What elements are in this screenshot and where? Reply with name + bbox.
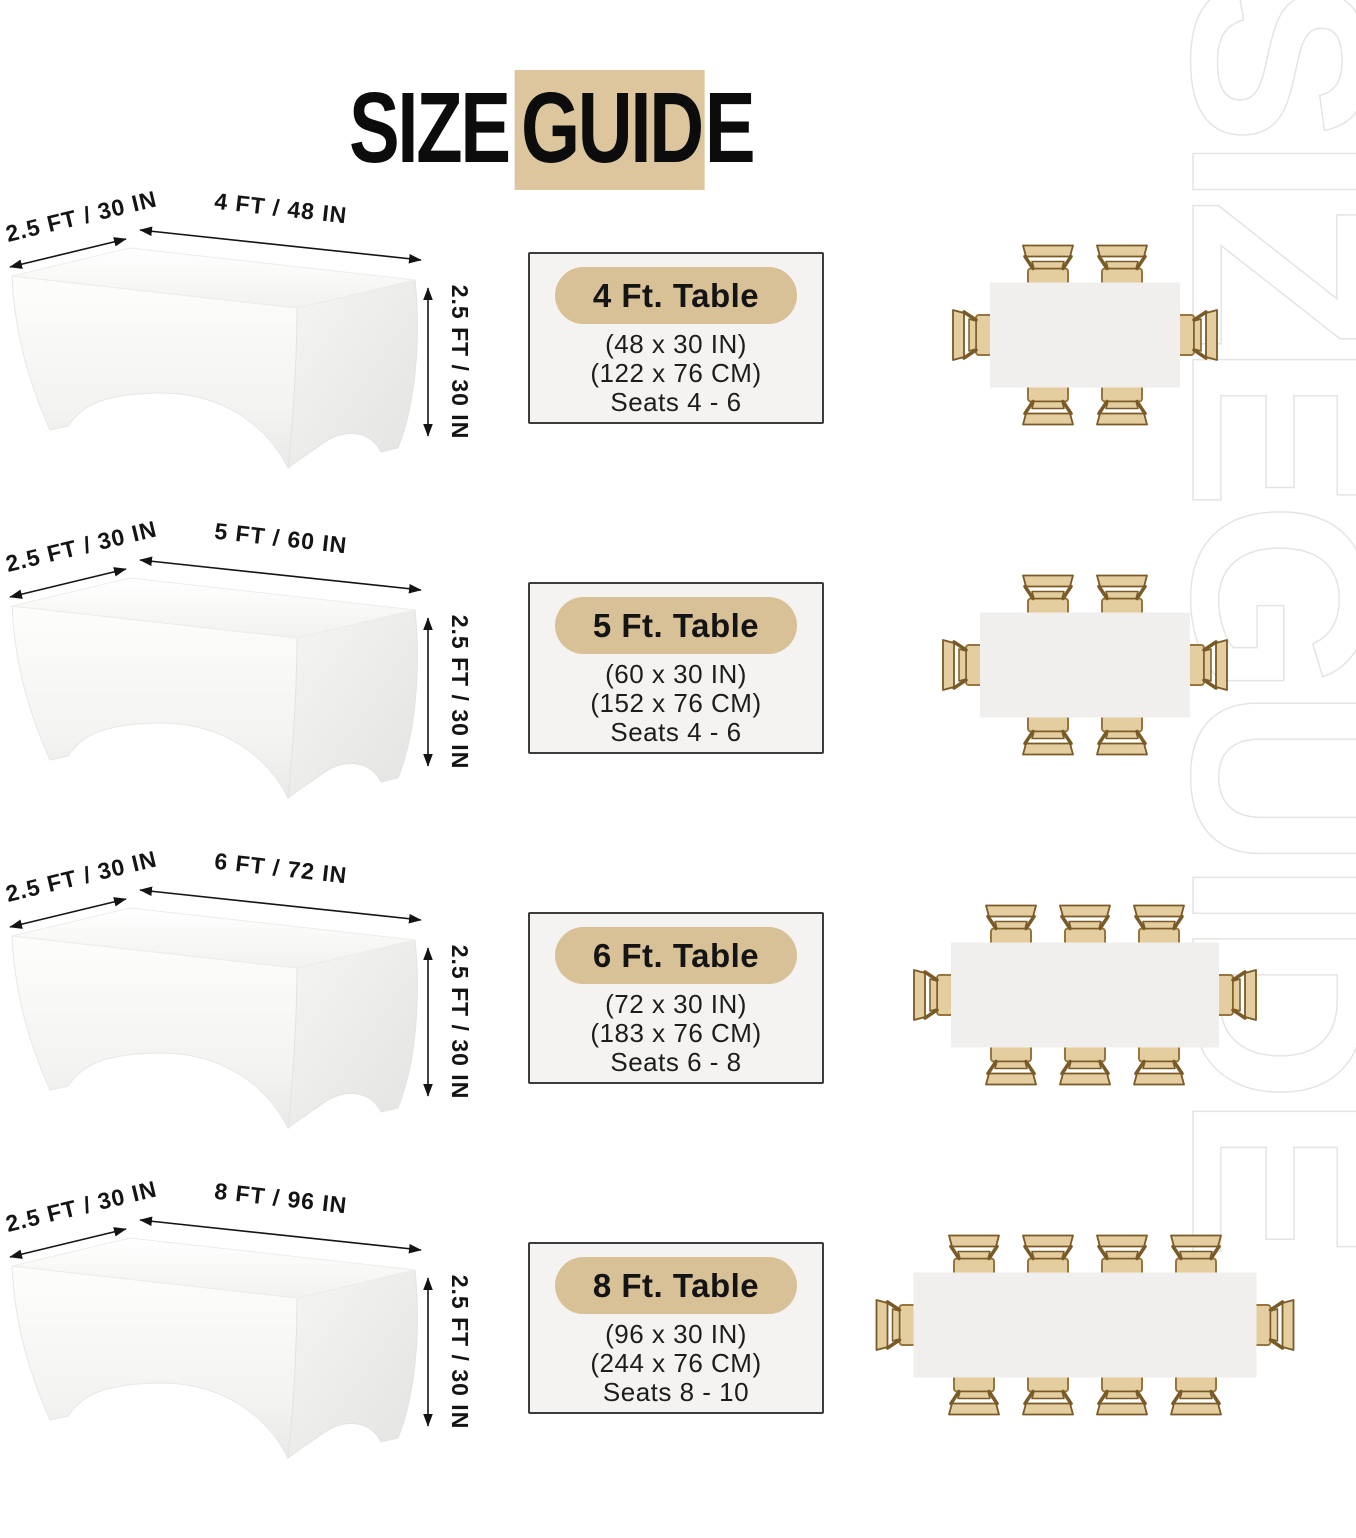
size-row-5ft: 2.5 FT / 30 IN 5 FT / 60 IN 2.5 FT / 30 … [0, 520, 1356, 810]
seats-capacity: Seats 8 - 10 [602, 1377, 750, 1407]
table-top-view [913, 1272, 1257, 1378]
dim-label-height: 2.5 FT / 30 IN [447, 615, 470, 770]
dimensions-inches: (48 x 30 IN) [605, 329, 747, 359]
seating-diagram [870, 570, 1300, 760]
size-row-8ft: 2.5 FT / 30 IN 8 FT / 96 IN 2.5 FT / 30 … [0, 1180, 1356, 1470]
table-top-view [951, 942, 1219, 1048]
dim-label-length: 5 FT / 60 IN [213, 520, 349, 558]
dimensions-inches: (60 x 30 IN) [605, 659, 747, 689]
seating-diagram [870, 1230, 1300, 1420]
dimensions-cm: (183 x 76 CM) [590, 1018, 762, 1048]
table-illustration: 2.5 FT / 30 IN 4 FT / 48 IN 2.5 FT / 30 … [0, 190, 470, 480]
seating-diagram [870, 240, 1300, 430]
dim-label-height: 2.5 FT / 30 IN [447, 1275, 470, 1430]
dim-label-depth: 2.5 FT / 30 IN [3, 1180, 159, 1237]
table-top-view [990, 282, 1180, 388]
dimensions-cm: (152 x 76 CM) [590, 688, 762, 718]
dim-label-depth: 2.5 FT / 30 IN [3, 850, 159, 907]
dim-label-length: 6 FT / 72 IN [213, 850, 349, 888]
info-card: 5 Ft. Table (60 x 30 IN) (152 x 76 CM) S… [528, 582, 824, 754]
size-pill: 5 Ft. Table [555, 597, 797, 654]
size-pill: 4 Ft. Table [555, 267, 797, 324]
dim-label-length: 8 FT / 96 IN [213, 1180, 349, 1218]
dimensions-inches: (96 x 30 IN) [605, 1319, 747, 1349]
dim-label-length: 4 FT / 48 IN [213, 190, 349, 228]
dimensions-cm: (122 x 76 CM) [590, 358, 762, 388]
table-illustration: 2.5 FT / 30 IN 5 FT / 60 IN 2.5 FT / 30 … [0, 520, 470, 810]
page-title-tail: E [704, 72, 756, 184]
seats-capacity: Seats 4 - 6 [610, 387, 742, 417]
dimensions-inches: (72 x 30 IN) [605, 989, 747, 1019]
size-pill: 8 Ft. Table [555, 1257, 797, 1314]
dimensions-cm: (244 x 76 CM) [590, 1348, 762, 1378]
dim-label-depth: 2.5 FT / 30 IN [3, 520, 159, 577]
info-card: 8 Ft. Table (96 x 30 IN) (244 x 76 CM) S… [528, 1242, 824, 1414]
page-title-highlight: GUID [514, 70, 705, 190]
seats-capacity: Seats 4 - 6 [610, 717, 742, 747]
size-pill: 6 Ft. Table [555, 927, 797, 984]
dim-label-depth: 2.5 FT / 30 IN [3, 190, 159, 247]
seating-diagram [870, 900, 1300, 1090]
info-card: 6 Ft. Table (72 x 30 IN) (183 x 76 CM) S… [528, 912, 824, 1084]
seats-capacity: Seats 6 - 8 [610, 1047, 742, 1077]
page-title-plain: SIZE [349, 72, 511, 184]
size-row-4ft: 2.5 FT / 30 IN 4 FT / 48 IN 2.5 FT / 30 … [0, 190, 1356, 480]
dim-label-height: 2.5 FT / 30 IN [447, 945, 470, 1100]
table-top-view [980, 612, 1190, 718]
page-title: SIZE GUIDE [349, 70, 756, 190]
dim-label-height: 2.5 FT / 30 IN [447, 285, 470, 440]
table-illustration: 2.5 FT / 30 IN 8 FT / 96 IN 2.5 FT / 30 … [0, 1180, 470, 1470]
size-row-6ft: 2.5 FT / 30 IN 6 FT / 72 IN 2.5 FT / 30 … [0, 850, 1356, 1140]
info-card: 4 Ft. Table (48 x 30 IN) (122 x 76 CM) S… [528, 252, 824, 424]
table-illustration: 2.5 FT / 30 IN 6 FT / 72 IN 2.5 FT / 30 … [0, 850, 470, 1140]
